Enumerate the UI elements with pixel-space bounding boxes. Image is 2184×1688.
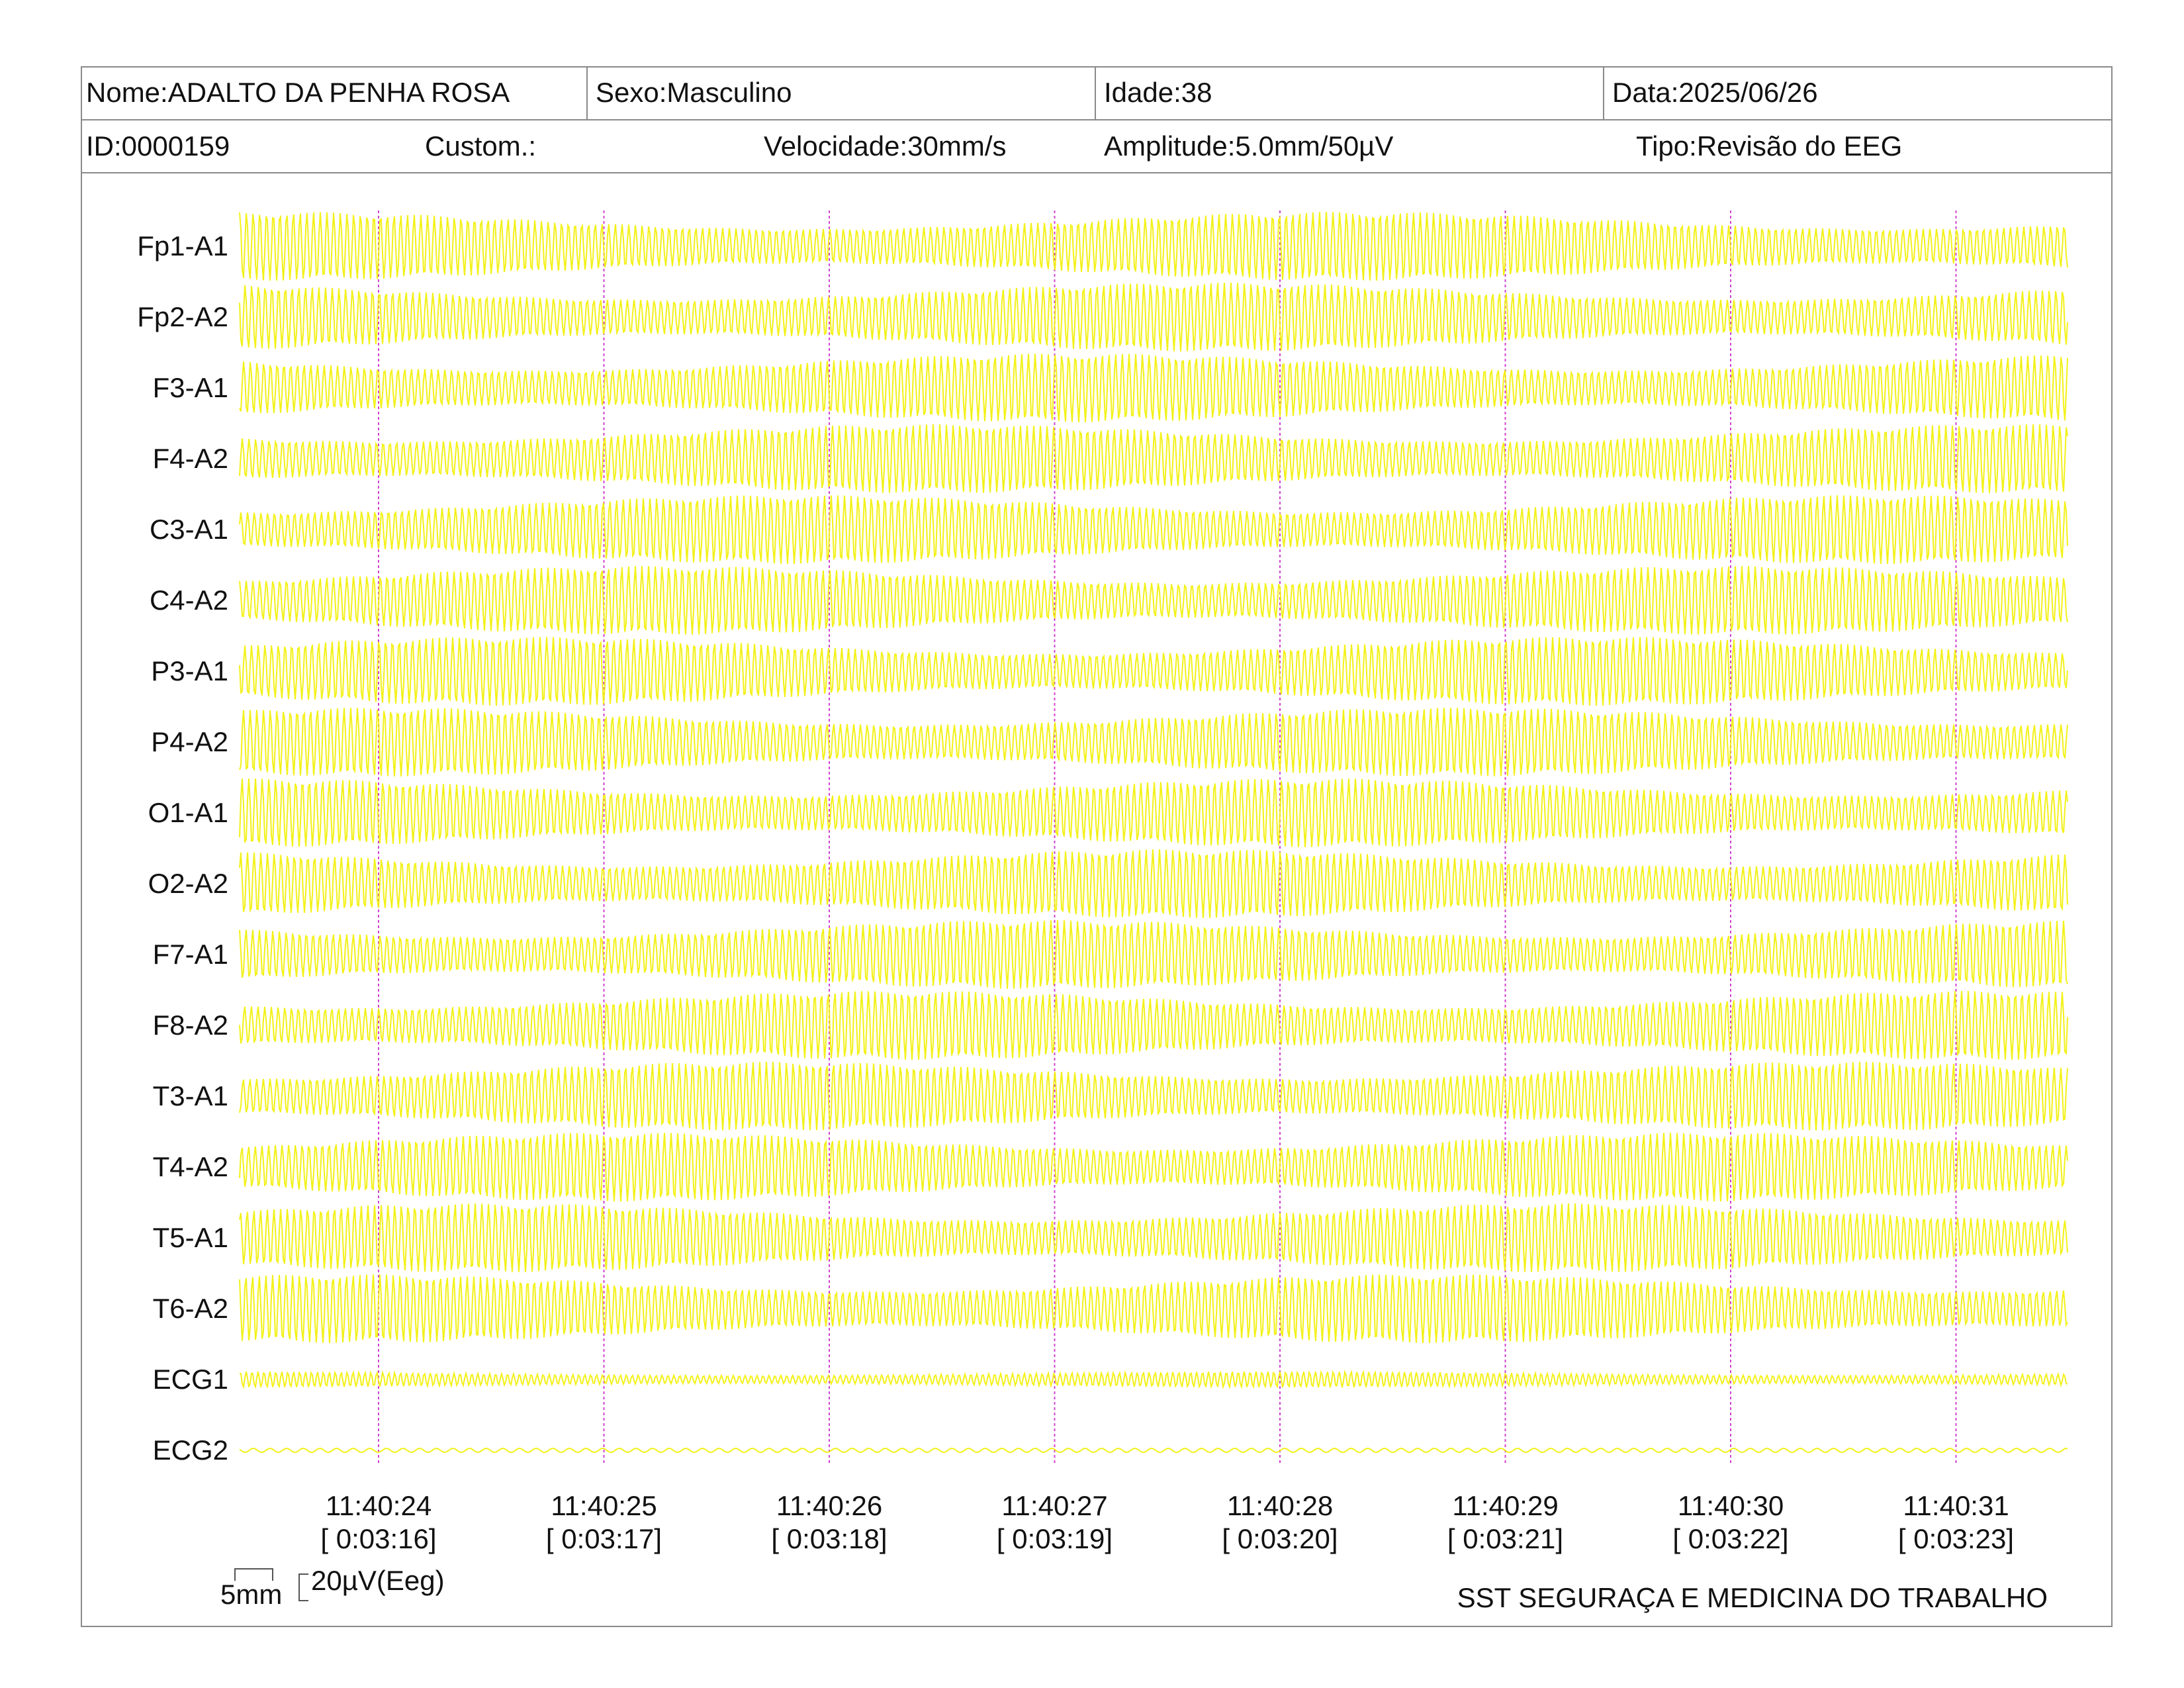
time-elapsed-label: [ 0:03:22] — [1672, 1523, 1789, 1554]
time-clock-label: 11:40:30 — [1677, 1490, 1784, 1521]
channel-label: O1-A1 — [148, 797, 228, 828]
paper-speed: Velocidade:30mm/s — [764, 130, 1007, 162]
header-row-settings: ID:0000159 Custom.: Velocidade:30mm/s Am… — [81, 120, 2113, 173]
time-clock-label: 11:40:25 — [551, 1490, 657, 1521]
channel-label: T3-A1 — [152, 1080, 228, 1111]
channel-label: F3-A1 — [152, 372, 228, 403]
time-clock-label: 11:40:29 — [1452, 1490, 1559, 1521]
channel-label: P4-A2 — [151, 726, 228, 757]
channel-trace — [239, 1447, 2068, 1454]
header-divider — [586, 66, 588, 119]
custom-field: Custom.: — [425, 130, 537, 162]
channel-label: F7-A1 — [152, 939, 228, 970]
channel-trace — [239, 212, 2068, 281]
time-clock-label: 11:40:24 — [325, 1490, 432, 1521]
channel-trace — [239, 637, 2068, 706]
channel-label: C3-A1 — [149, 514, 228, 545]
time-elapsed-label: [ 0:03:23] — [1897, 1523, 2015, 1554]
time-elapsed-label: [ 0:03:19] — [996, 1523, 1113, 1554]
header-divider — [1603, 66, 1604, 119]
amplitude-setting: Amplitude:5.0mm/50µV — [1104, 130, 1394, 162]
channel-trace — [239, 1370, 2068, 1389]
channel-label: ECG2 — [152, 1434, 228, 1466]
channel-label: T4-A2 — [152, 1151, 228, 1182]
channel-label: ECG1 — [152, 1364, 228, 1395]
calibration-mm-label: 5mm — [220, 1579, 283, 1610]
channel-trace — [239, 778, 2068, 847]
time-elapsed-label: [ 0:03:20] — [1222, 1523, 1338, 1554]
time-elapsed-label: [ 0:03:16] — [320, 1523, 437, 1554]
patient-age: Idade:38 — [1104, 77, 1212, 108]
time-elapsed-label: [ 0:03:21] — [1447, 1523, 1564, 1554]
header-divider — [1095, 66, 1096, 119]
channel-trace — [239, 1133, 2068, 1202]
channel-trace — [239, 565, 2068, 635]
patient-id: ID:0000159 — [86, 130, 230, 162]
channel-label: O2-A2 — [148, 868, 228, 899]
channel-trace — [239, 707, 2068, 776]
time-elapsed-label: [ 0:03:17] — [545, 1523, 662, 1554]
header-row-patient: Nome:ADALTO DA PENHA ROSA Sexo:Masculino… — [81, 66, 2113, 120]
channel-label: F8-A2 — [152, 1009, 228, 1041]
time-elapsed-label: [ 0:03:18] — [771, 1523, 887, 1554]
channel-trace — [239, 991, 2068, 1060]
channel-trace — [239, 353, 2068, 423]
exam-type: Tipo:Revisão do EEG — [1636, 130, 1903, 162]
time-clock-label: 11:40:27 — [1001, 1490, 1108, 1521]
channel-trace — [239, 283, 2068, 352]
channel-trace — [239, 495, 2068, 565]
calibration-uv-label: 20µV(Eeg) — [311, 1565, 445, 1596]
channel-label: C4-A2 — [149, 585, 228, 616]
clinic-name: SST SEGURAÇA E MEDICINA DO TRABALHO — [1457, 1582, 2048, 1613]
channel-label: Fp1-A1 — [137, 230, 228, 261]
time-clock-label: 11:40:31 — [1903, 1490, 2009, 1521]
channel-trace — [239, 1061, 2068, 1131]
time-clock-label: 11:40:26 — [776, 1490, 883, 1521]
channel-trace — [239, 424, 2068, 493]
patient-name: Nome:ADALTO DA PENHA ROSA — [86, 77, 510, 108]
exam-date: Data:2025/06/26 — [1612, 77, 1818, 108]
channel-trace — [239, 920, 2068, 989]
channel-label: P3-A1 — [151, 655, 228, 686]
channel-label: T6-A2 — [152, 1293, 228, 1324]
channel-label: Fp2-A2 — [137, 301, 228, 332]
channel-label: F4-A2 — [152, 443, 228, 474]
report-frame — [81, 66, 2113, 1627]
patient-sex: Sexo:Masculino — [596, 77, 792, 108]
channel-trace — [239, 849, 2068, 918]
channel-trace — [239, 1203, 2068, 1272]
time-clock-label: 11:40:28 — [1226, 1490, 1334, 1521]
channel-trace — [239, 1274, 2068, 1344]
channel-label: T5-A1 — [152, 1222, 228, 1253]
